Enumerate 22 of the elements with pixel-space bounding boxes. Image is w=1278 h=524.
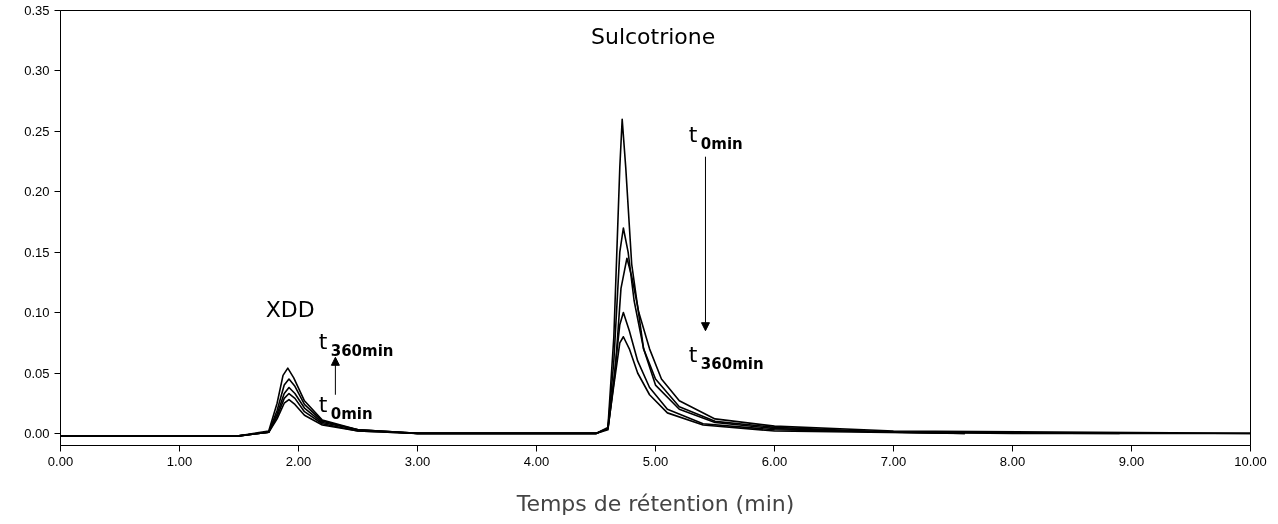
x-axis-title: Temps de rétention (min) — [515, 490, 795, 516]
y-tick-label: 0.35 — [24, 3, 50, 18]
x-tick-label: 10.00 — [1234, 453, 1267, 469]
x-tick-label: 0.00 — [47, 453, 74, 469]
x-tick-label: 5.00 — [642, 453, 669, 469]
y-tick-label: 0.10 — [24, 305, 50, 321]
x-tick-label: 7.00 — [880, 453, 907, 469]
y-tick-label: 0.00 — [24, 425, 50, 441]
y-tick-label: 0.20 — [24, 184, 50, 200]
x-tick-label: 3.00 — [404, 453, 431, 469]
annotation: Sulcotrione — [590, 24, 716, 50]
annotation: XDD — [265, 297, 315, 323]
y-tick-label: 0.25 — [24, 123, 50, 139]
x-tick-label: 2.00 — [285, 453, 312, 469]
x-tick-label: 9.00 — [1118, 453, 1145, 469]
x-tick-label: 4.00 — [523, 453, 550, 469]
y-tick-label: 0.05 — [24, 365, 50, 381]
y-tick-label: 0.30 — [24, 63, 50, 79]
x-tick-label: 6.00 — [761, 453, 788, 469]
x-tick-label: 1.00 — [166, 453, 193, 469]
y-tick-label: 0.15 — [24, 244, 50, 260]
x-tick-label: 8.00 — [999, 453, 1026, 469]
